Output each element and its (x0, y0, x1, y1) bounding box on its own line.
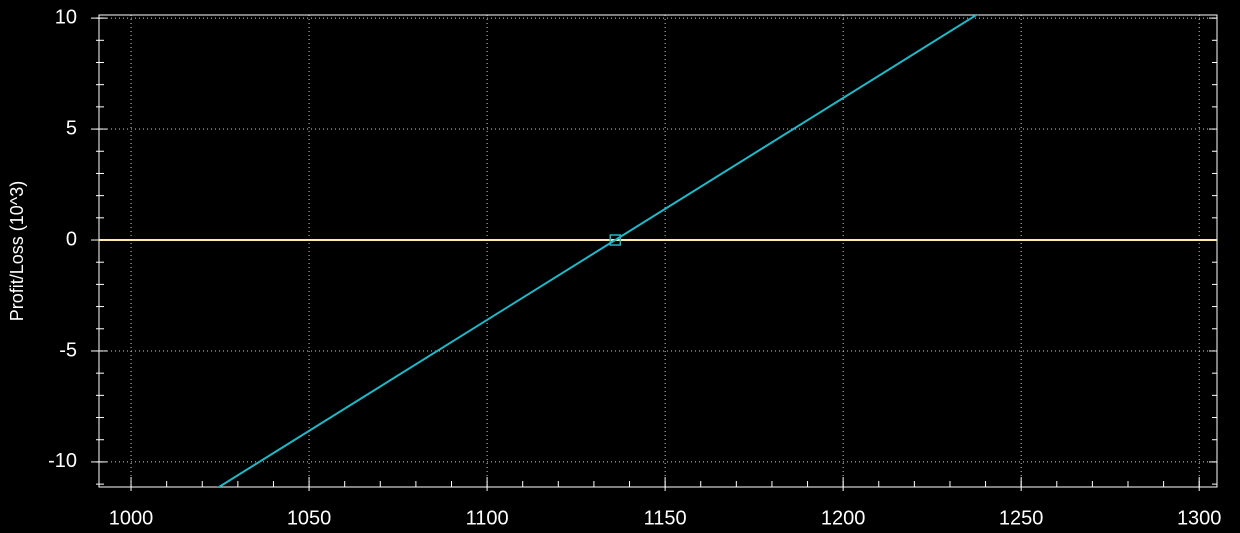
x-tick-label: 1150 (644, 507, 687, 529)
x-tick-label: 1200 (821, 507, 866, 529)
y-tick-label: -5 (59, 339, 77, 361)
y-tick-label: 10 (55, 6, 77, 28)
y-tick-label: -10 (48, 450, 77, 472)
x-tick-label: 1000 (109, 507, 154, 529)
x-tick-label: 1050 (287, 507, 332, 529)
x-tick-label: 1100 (466, 507, 509, 529)
x-tick-label: 1300 (1177, 507, 1222, 529)
plot-frame (98, 14, 1218, 488)
y-tick-label: 5 (66, 117, 77, 139)
line (217, 15, 979, 487)
y-axis-label: Profit/Loss (10^3) (7, 181, 27, 322)
x-tick-label: 1250 (999, 507, 1044, 529)
y-tick-label: 0 (66, 228, 77, 250)
breakeven-marker (609, 234, 622, 246)
